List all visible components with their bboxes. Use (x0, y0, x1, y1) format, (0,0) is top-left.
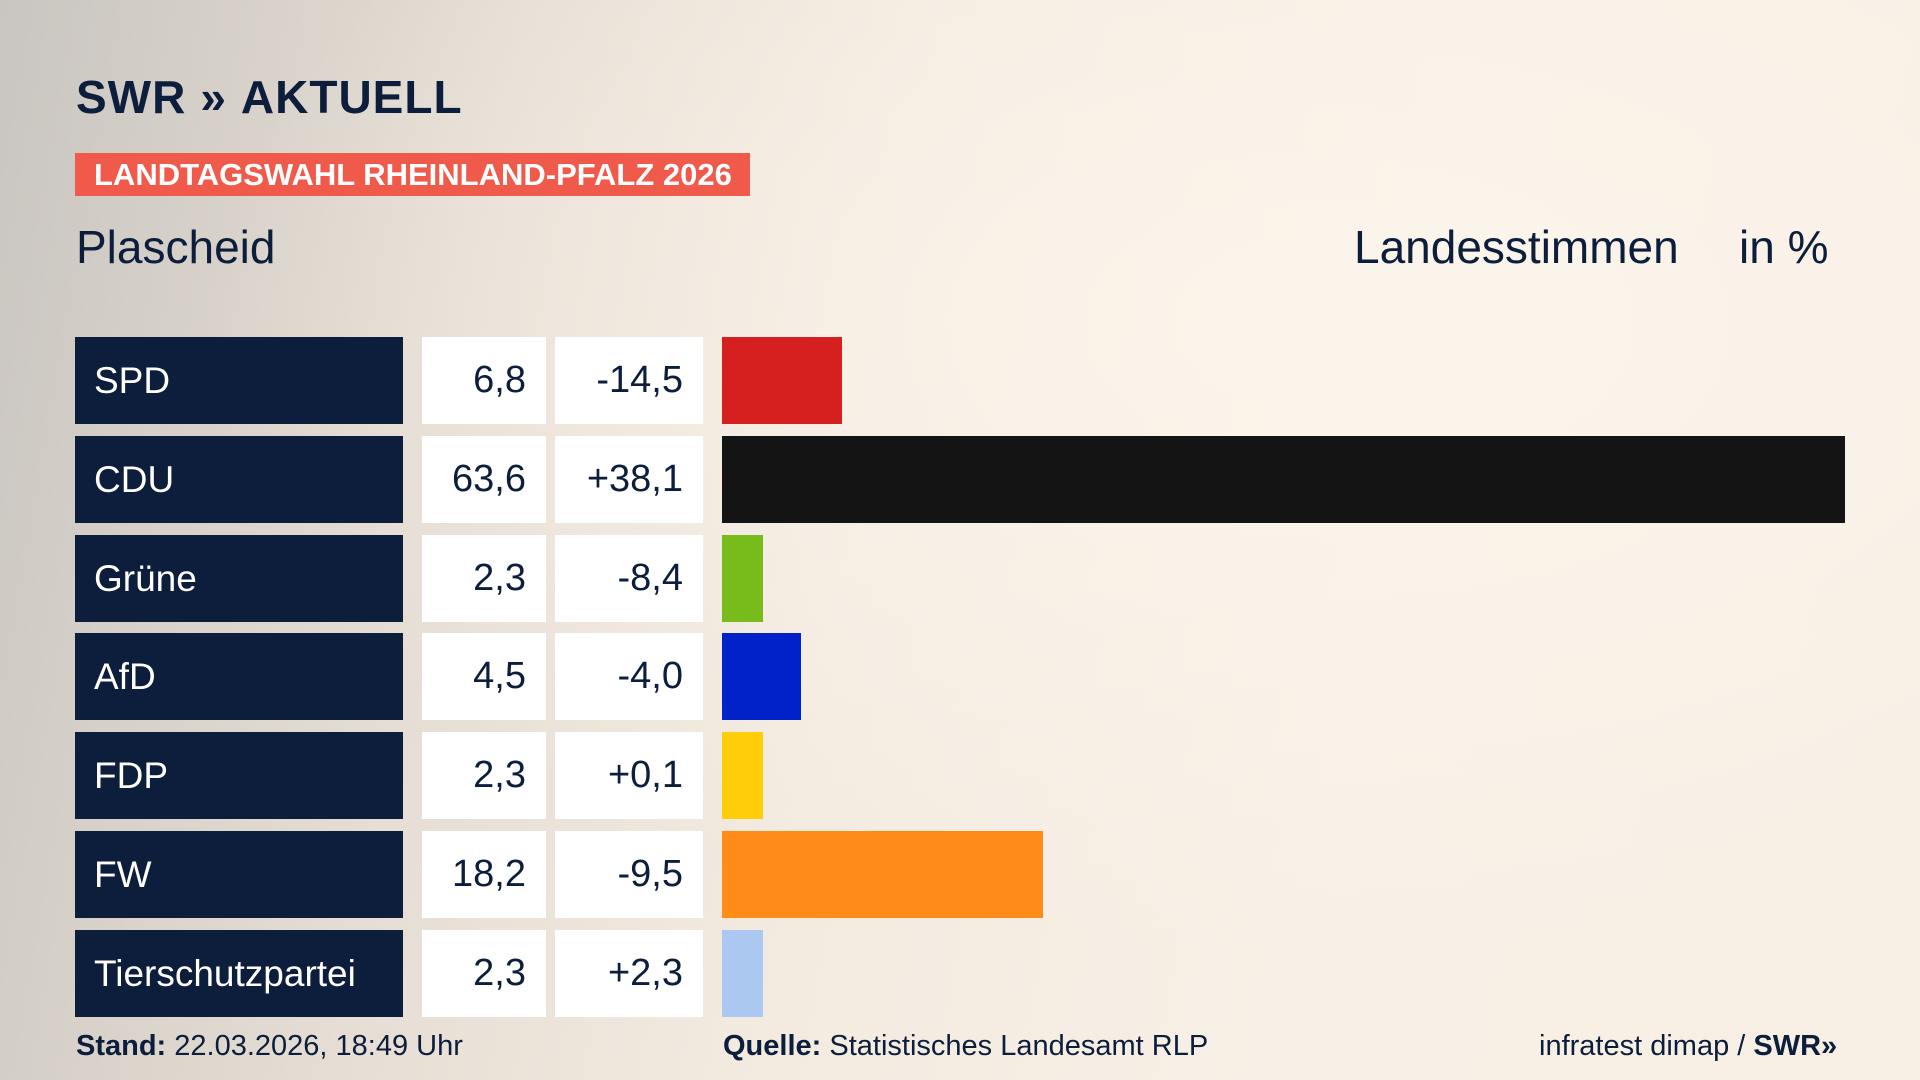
vote-change: -8,4 (555, 534, 703, 622)
vote-share: 18,2 (422, 831, 546, 918)
vote-share: 2,3 (422, 732, 546, 820)
vote-change: -9,5 (555, 831, 703, 918)
vote-share: 63,6 (422, 435, 546, 523)
source-label: Quelle: (723, 1030, 822, 1062)
result-row: FW 18,2 -9,5 (75, 831, 1875, 918)
party-name: Grüne (75, 534, 403, 622)
party-name: AfD (75, 633, 403, 721)
vote-change: +38,1 (555, 435, 703, 523)
stand-value: 22.03.2026, 18:49 Uhr (174, 1030, 463, 1062)
vote-share: 2,3 (422, 534, 546, 622)
credit: infratest dimap / SWR» (1539, 1030, 1837, 1063)
bar-spd (722, 337, 843, 424)
vote-change: +0,1 (555, 732, 703, 820)
source-value: Statistisches Landesamt RLP (829, 1030, 1209, 1062)
credit-text: infratest dimap / (1539, 1030, 1746, 1062)
source: Quelle: Statistisches Landesamt RLP (723, 1030, 1208, 1063)
result-row: AfD 4,5 -4,0 (75, 633, 1875, 721)
stand-label: Stand: (76, 1030, 167, 1062)
result-row: Tierschutzpartei 2,3 +2,3 (75, 929, 1875, 1017)
party-name: FDP (75, 732, 403, 820)
party-name: CDU (75, 435, 403, 523)
party-name: SPD (75, 337, 403, 424)
vote-type-label: Landesstimmen (1354, 221, 1679, 273)
bar-fdp (722, 732, 763, 820)
result-row: CDU 63,6 +38,1 (75, 435, 1875, 523)
vote-share: 6,8 (422, 337, 546, 424)
unit-label: in % (1739, 221, 1829, 273)
vote-change: -4,0 (555, 633, 703, 721)
timestamp: Stand: 22.03.2026, 18:49 Uhr (76, 1030, 463, 1063)
place-title: Plascheid (76, 221, 276, 273)
result-row: SPD 6,8 -14,5 (75, 337, 1875, 424)
bar-fw (722, 831, 1044, 918)
bar-cdu (722, 435, 1845, 523)
vote-share: 4,5 (422, 633, 546, 721)
logo-swr: SWR (76, 71, 187, 123)
vote-share: 2,3 (422, 929, 546, 1017)
result-row: FDP 2,3 +0,1 (75, 732, 1875, 820)
bar-grüne (722, 534, 763, 622)
vote-change: +2,3 (555, 929, 703, 1017)
chevrons-icon: » (200, 71, 227, 123)
result-row: Grüne 2,3 -8,4 (75, 534, 1875, 622)
party-name: Tierschutzpartei (75, 929, 403, 1017)
swr-aktuell-logo: SWR » AKTUELL (76, 70, 463, 124)
bar-tierschutzpartei (722, 929, 763, 1017)
logo-aktuell: AKTUELL (240, 71, 463, 123)
vote-change: -14,5 (555, 337, 703, 424)
election-banner: LANDTAGSWAHL RHEINLAND-PFALZ 2026 (75, 153, 750, 196)
party-name: FW (75, 831, 403, 918)
bar-afd (722, 633, 802, 721)
swr-small-logo: SWR» (1753, 1030, 1838, 1062)
